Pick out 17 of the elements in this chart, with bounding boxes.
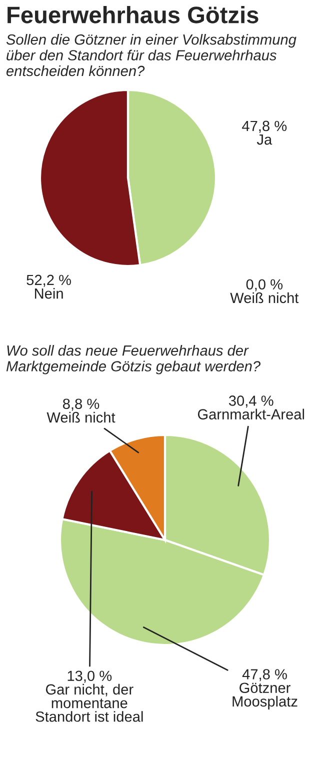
slice-label: Garnmarkt-Areal (198, 408, 304, 420)
slice-label: Ja (256, 134, 272, 145)
slice-label: Götzner Moosplatz (232, 682, 298, 710)
category-label: Weiß nicht (230, 292, 299, 304)
chart-title: Feuerwehrhaus Götzis (8, 6, 258, 24)
data-label: 13,0 % (68, 670, 112, 683)
slice-label: Weiß nicht (46, 412, 116, 423)
chart-title: Wo soll das neue Feuerwehrhaus der Marktgemeinde Götzis gebaut werden? (6, 345, 260, 374)
data-label: 47,8 % (242, 669, 287, 682)
slice-label: Gar nicht, der momentane Standort ist ideal (36, 684, 143, 722)
data-label: 47,8 % (242, 120, 287, 133)
data-label: 30,4 % (228, 396, 274, 408)
slice-label: Nein (35, 288, 63, 299)
data-label: 52,2 % (26, 274, 71, 287)
chart-subtitle: Sollen die Götzner in einer Volksabstimmung über den Standort für das Feuerwehrhaus entscheiden können? (6, 34, 296, 76)
data-label: 8,8 % (62, 398, 100, 411)
text: 0,0 % (246, 279, 283, 292)
